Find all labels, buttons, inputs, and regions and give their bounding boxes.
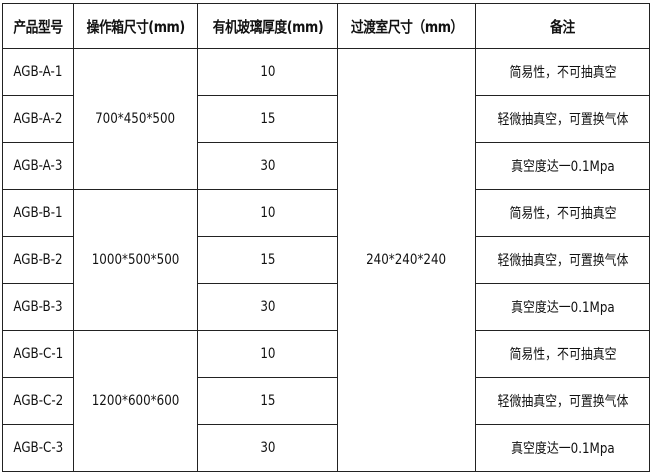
transition-size-cell: 240*240*240 xyxy=(337,48,476,472)
header-model: 产品型号 xyxy=(2,3,74,49)
table-row: AGB-B-2 15 轻微抽真空，可置换气体 xyxy=(2,236,650,284)
model-cell: AGB-C-3 xyxy=(2,424,74,472)
note-cell: 轻微抽真空，可置换气体 xyxy=(475,95,650,143)
model-cell: AGB-B-1 xyxy=(2,189,74,237)
thickness-cell: 10 xyxy=(197,330,338,378)
header-row: 产品型号 操作箱尺寸(mm) 有机玻璃厚度(mm) 过渡室尺寸（mm） 备注 xyxy=(2,3,650,49)
model-cell: AGB-A-3 xyxy=(2,142,74,190)
product-spec-table: 产品型号 操作箱尺寸(mm) 有机玻璃厚度(mm) 过渡室尺寸（mm） 备注 A… xyxy=(2,3,650,472)
header-box-size: 操作箱尺寸(mm) xyxy=(73,3,198,49)
thickness-cell: 15 xyxy=(197,377,338,425)
thickness-cell: 30 xyxy=(197,142,338,190)
model-cell: AGB-C-2 xyxy=(2,377,74,425)
note-cell: 简易性，不可抽真空 xyxy=(475,48,650,96)
model-cell: AGB-A-2 xyxy=(2,95,74,143)
note-cell: 轻微抽真空，可置换气体 xyxy=(475,377,650,425)
box-size-cell: 1000*500*500 xyxy=(73,189,198,331)
table-row: AGB-B-1 1000*500*500 10 简易性，不可抽真空 xyxy=(2,189,650,331)
table-row: AGB-A-2 15 轻微抽真空，可置换气体 xyxy=(2,95,650,143)
table-row: AGB-A-3 30 真空度达一0.1Mpa xyxy=(2,142,650,190)
model-cell: AGB-B-3 xyxy=(2,283,74,331)
note-cell: 真空度达一0.1Mpa xyxy=(475,283,650,331)
box-size-cell: 1200*600*600 xyxy=(73,330,198,472)
note-cell: 真空度达一0.1Mpa xyxy=(475,142,650,190)
table-row: AGB-A-1 700*450*500 10 240*240*240 简易性，不可抽真空 xyxy=(2,48,650,472)
table-row: AGB-C-3 30 真空度达一0.1Mpa xyxy=(2,424,650,472)
table-row: AGB-B-3 30 真空度达一0.1Mpa xyxy=(2,283,650,331)
model-cell: AGB-B-2 xyxy=(2,236,74,284)
box-size-cell: 700*450*500 xyxy=(73,48,198,190)
thickness-cell: 15 xyxy=(197,236,338,284)
model-cell: AGB-A-1 xyxy=(2,48,74,96)
header-note: 备注 xyxy=(475,3,650,49)
thickness-cell: 30 xyxy=(197,283,338,331)
header-transition-size: 过渡室尺寸（mm） xyxy=(337,3,476,49)
table-row: AGB-C-1 1200*600*600 10 简易性，不可抽真空 xyxy=(2,330,650,472)
thickness-cell: 15 xyxy=(197,95,338,143)
note-cell: 简易性，不可抽真空 xyxy=(475,330,650,378)
thickness-cell: 30 xyxy=(197,424,338,472)
table-row: AGB-C-2 15 轻微抽真空，可置换气体 xyxy=(2,377,650,425)
thickness-cell: 10 xyxy=(197,48,338,96)
note-cell: 轻微抽真空，可置换气体 xyxy=(475,236,650,284)
note-cell: 简易性，不可抽真空 xyxy=(475,189,650,237)
header-thickness: 有机玻璃厚度(mm) xyxy=(197,3,338,49)
model-cell: AGB-C-1 xyxy=(2,330,74,378)
note-cell: 真空度达一0.1Mpa xyxy=(475,424,650,472)
thickness-cell: 10 xyxy=(197,189,338,237)
